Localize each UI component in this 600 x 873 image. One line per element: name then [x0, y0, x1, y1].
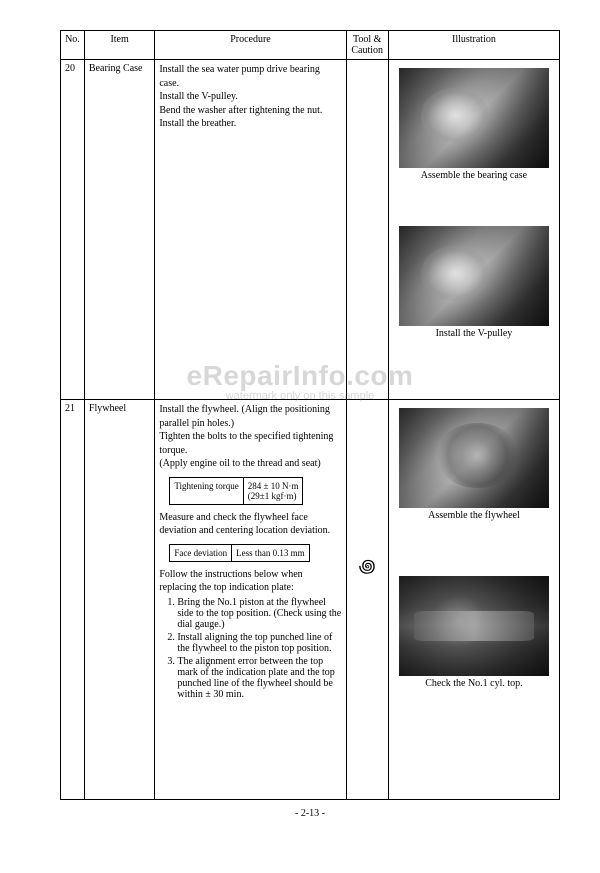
cell-item: Bearing Case	[84, 60, 154, 400]
face-value: Less than 0.13 mm	[232, 544, 310, 561]
steps-list: Bring the No.1 piston at the flywheel si…	[159, 597, 341, 700]
photo-caption: Assemble the flywheel	[393, 510, 555, 521]
face-deviation-table: Face deviation Less than 0.13 mm	[169, 544, 309, 562]
cell-no: 21	[61, 400, 85, 800]
cell-item: Flywheel	[84, 400, 154, 800]
header-tool: Tool & Caution	[346, 31, 388, 60]
header-procedure: Procedure	[155, 31, 346, 60]
table-row: 20 Bearing Case Install the sea water pu…	[61, 60, 560, 400]
step-item: Install aligning the top punched line of…	[177, 632, 341, 654]
torque-value-line2: (29±1 kgf·m)	[248, 491, 297, 501]
procedure-text: Measure and check the flywheel face devi…	[159, 511, 341, 538]
step-item: The alignment error between the top mark…	[177, 656, 341, 700]
proc-line: Bend the washer after tightening the nut…	[159, 105, 322, 116]
photo-cyl-top	[399, 576, 549, 676]
photo-caption: Check the No.1 cyl. top.	[393, 678, 555, 689]
photo-caption: Install the V-pulley	[393, 328, 555, 339]
header-illustration: Illustration	[388, 31, 559, 60]
torque-value-line1: 284 ± 10 N·m	[248, 481, 299, 491]
header-item: Item	[84, 31, 154, 60]
torque-table: Tightening torque 284 ± 10 N·m (29±1 kgf…	[169, 477, 303, 505]
proc-line: (Apply engine oil to the thread and seat…	[159, 458, 320, 469]
proc-line: Measure and check the flywheel face devi…	[159, 512, 330, 537]
torque-label: Tightening torque	[170, 477, 243, 504]
face-label: Face deviation	[170, 544, 232, 561]
proc-line: Install the breather.	[159, 118, 236, 129]
cell-illustration: Assemble the bearing case Install the V-…	[388, 60, 559, 400]
page-container: No. Item Procedure Tool & Caution Illust…	[0, 0, 600, 839]
photo-caption: Assemble the bearing case	[393, 170, 555, 181]
cell-tool: ꩜	[346, 400, 388, 800]
cell-procedure: Install the flywheel. (Align the positio…	[155, 400, 346, 800]
step-item: Bring the No.1 piston at the flywheel si…	[177, 597, 341, 630]
cell-tool	[346, 60, 388, 400]
cell-illustration: Assemble the flywheel Check the No.1 cyl…	[388, 400, 559, 800]
procedure-table: No. Item Procedure Tool & Caution Illust…	[60, 30, 560, 800]
header-no: No.	[61, 31, 85, 60]
photo-bearing-case	[399, 68, 549, 168]
cell-no: 20	[61, 60, 85, 400]
photo-flywheel	[399, 408, 549, 508]
procedure-follow: Follow the instructions below when repla…	[159, 568, 341, 595]
cell-procedure: Install the sea water pump drive bearing…	[155, 60, 346, 400]
table-header-row: No. Item Procedure Tool & Caution Illust…	[61, 31, 560, 60]
procedure-text: Install the sea water pump drive bearing…	[159, 63, 341, 131]
procedure-text: Install the flywheel. (Align the positio…	[159, 403, 341, 471]
page-number: - 2-13 -	[60, 808, 560, 819]
table-row: 21 Flywheel Install the flywheel. (Align…	[61, 400, 560, 800]
photo-v-pulley	[399, 226, 549, 326]
proc-line: Install the V-pulley.	[159, 91, 238, 102]
torque-value: 284 ± 10 N·m (29±1 kgf·m)	[243, 477, 303, 504]
caution-icon: ꩜	[351, 403, 384, 579]
proc-line: Install the flywheel. (Align the positio…	[159, 404, 330, 429]
proc-line: Tighten the bolts to the specified tight…	[159, 431, 333, 456]
proc-line: Install the sea water pump drive bearing…	[159, 64, 320, 89]
